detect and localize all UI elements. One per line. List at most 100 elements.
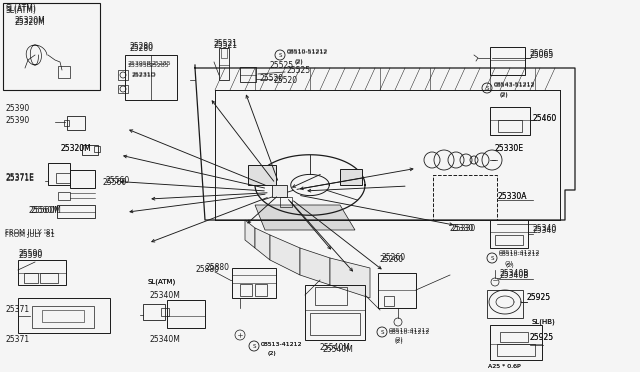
Bar: [82, 145, 98, 155]
Text: SL(HB): SL(HB): [532, 319, 556, 325]
Text: FROM JULY '81: FROM JULY '81: [5, 229, 55, 235]
Text: 25880: 25880: [195, 266, 219, 275]
Bar: [58, 192, 70, 200]
Polygon shape: [245, 220, 255, 248]
Bar: [221, 48, 227, 58]
Bar: [378, 273, 416, 308]
Text: 08543-51212: 08543-51212: [494, 83, 536, 87]
Bar: [167, 300, 205, 328]
Text: 25260: 25260: [382, 253, 406, 263]
Text: 25925: 25925: [530, 334, 554, 343]
Bar: [70, 170, 95, 188]
Text: 25560: 25560: [105, 176, 129, 185]
Text: 25520: 25520: [274, 76, 298, 84]
Bar: [232, 268, 276, 298]
Text: 25520: 25520: [260, 74, 284, 83]
Text: S: S: [490, 256, 493, 260]
Text: 08513-41212: 08513-41212: [261, 341, 303, 346]
Text: 25521: 25521: [213, 41, 237, 49]
Bar: [67, 116, 85, 130]
Text: (2): (2): [500, 93, 509, 97]
Text: 25340B: 25340B: [500, 270, 529, 279]
Text: 25065: 25065: [530, 51, 554, 60]
Text: 25330: 25330: [450, 224, 474, 232]
Bar: [310, 313, 360, 335]
Text: 25460: 25460: [533, 113, 557, 122]
Text: 25320M: 25320M: [60, 144, 91, 153]
Bar: [57, 205, 95, 218]
Text: 25880: 25880: [205, 263, 229, 273]
Text: 25371E: 25371E: [5, 173, 34, 182]
Bar: [490, 107, 530, 135]
Bar: [219, 48, 229, 80]
Text: 25330E: 25330E: [495, 144, 524, 153]
Text: 25525: 25525: [287, 65, 311, 74]
Text: S: S: [380, 330, 384, 334]
Bar: [255, 284, 267, 296]
Text: 08510-41212: 08510-41212: [389, 330, 430, 334]
Text: (2): (2): [505, 260, 514, 266]
Text: 25371: 25371: [5, 336, 29, 344]
Text: A25 * 0.6P: A25 * 0.6P: [488, 363, 520, 369]
Polygon shape: [330, 258, 370, 298]
Bar: [315, 287, 347, 305]
Bar: [433, 175, 497, 220]
Bar: [240, 67, 256, 82]
Bar: [240, 284, 252, 296]
Bar: [161, 308, 169, 316]
Text: 25340M: 25340M: [150, 336, 181, 344]
Bar: [48, 163, 70, 185]
Text: 25390: 25390: [5, 103, 29, 112]
Text: SL(ATM): SL(ATM): [5, 3, 36, 13]
Bar: [143, 304, 165, 320]
Polygon shape: [255, 228, 270, 260]
Text: S: S: [485, 86, 489, 90]
Text: 25320M: 25320M: [14, 17, 45, 26]
Text: 25320M: 25320M: [60, 144, 91, 153]
Text: 25330: 25330: [452, 224, 476, 232]
Text: 25231D: 25231D: [132, 73, 157, 77]
Bar: [18, 260, 66, 285]
Bar: [272, 185, 287, 197]
Text: SL(HB): SL(HB): [532, 319, 556, 325]
Text: 25925: 25925: [527, 294, 551, 302]
Text: 25231D: 25231D: [132, 71, 157, 77]
Text: 25330A: 25330A: [498, 192, 527, 201]
Text: FROM JULY '81: FROM JULY '81: [5, 232, 55, 238]
Text: (2): (2): [268, 352, 276, 356]
Text: 08510-41212: 08510-41212: [389, 327, 430, 333]
Bar: [3, 3, 100, 90]
Text: 25540M: 25540M: [323, 346, 354, 355]
Text: 25521: 25521: [213, 38, 237, 48]
Text: S: S: [252, 343, 256, 349]
Text: 25590: 25590: [18, 250, 42, 260]
Bar: [118, 70, 128, 80]
Text: S: S: [278, 52, 282, 58]
Bar: [94, 146, 100, 152]
Bar: [490, 47, 525, 75]
Text: 25390: 25390: [5, 115, 29, 125]
Bar: [384, 296, 394, 306]
Bar: [280, 197, 292, 207]
Polygon shape: [255, 205, 355, 230]
Text: 25330A: 25330A: [498, 192, 527, 201]
Text: 08510-51212: 08510-51212: [287, 49, 328, 55]
Text: (2): (2): [506, 263, 515, 267]
Text: (2): (2): [268, 352, 276, 356]
Text: 25285: 25285: [150, 62, 170, 67]
Text: 25285: 25285: [151, 61, 171, 65]
Bar: [18, 298, 110, 333]
Bar: [40, 273, 58, 283]
Bar: [64, 120, 69, 126]
Bar: [497, 344, 535, 356]
Bar: [24, 273, 38, 283]
Bar: [42, 310, 84, 322]
Text: 25340: 25340: [533, 225, 557, 234]
Bar: [32, 306, 94, 328]
Bar: [500, 332, 528, 342]
Bar: [490, 325, 542, 360]
Text: 25460: 25460: [533, 113, 557, 122]
Text: A25 * 0.6P: A25 * 0.6P: [488, 363, 520, 369]
Text: 08513-41212: 08513-41212: [261, 341, 303, 346]
Text: 08510-51212: 08510-51212: [287, 48, 328, 54]
